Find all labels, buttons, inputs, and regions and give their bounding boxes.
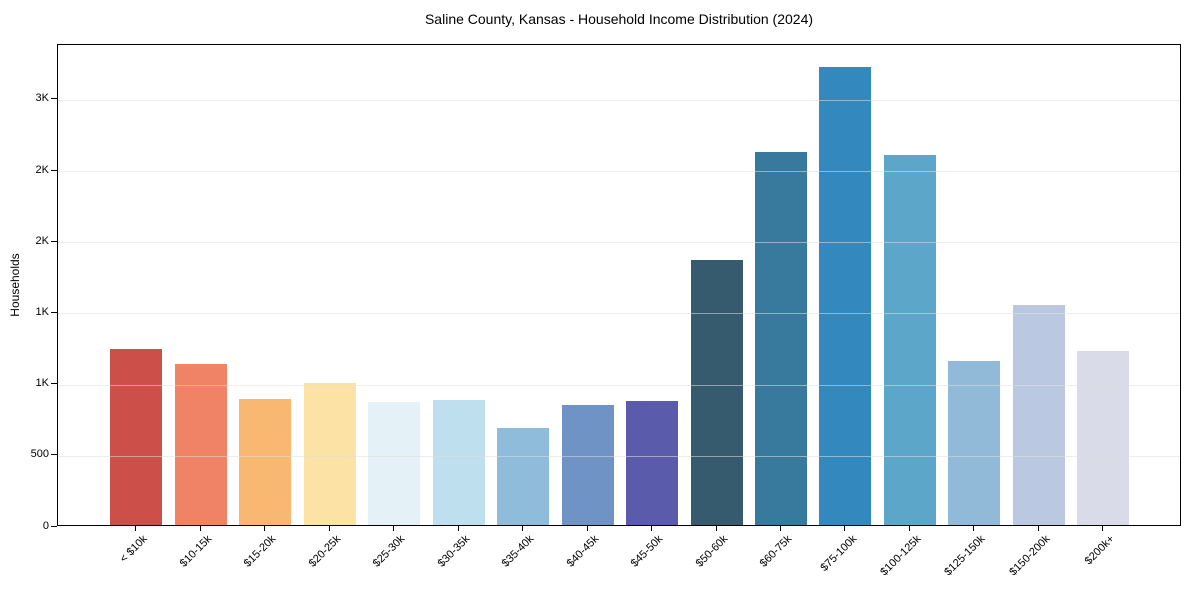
bar-$125-150k bbox=[948, 361, 1001, 525]
gridline-2500 bbox=[58, 171, 1180, 173]
bar-< $10k bbox=[110, 349, 163, 525]
y-tick-label-2500: 2K bbox=[35, 163, 49, 176]
bar-$150-200k bbox=[1012, 305, 1065, 525]
bar-$50-60k bbox=[690, 260, 743, 525]
x-tick-mark bbox=[264, 526, 266, 531]
y-tick-label-3000: 3K bbox=[35, 92, 49, 105]
bar-$15-20k bbox=[239, 398, 292, 525]
bar-$75-100k bbox=[819, 66, 872, 525]
y-tick-label-2000: 2K bbox=[35, 234, 49, 247]
x-tick-mark bbox=[844, 526, 846, 531]
x-tick-mark bbox=[328, 526, 330, 531]
gridline-3000 bbox=[58, 99, 1180, 101]
x-tick-mark bbox=[199, 526, 201, 531]
y-tick-mark bbox=[51, 454, 57, 456]
plot-area bbox=[57, 44, 1181, 526]
y-tick-label-0: 0 bbox=[42, 519, 49, 532]
y-tick-mark bbox=[51, 98, 57, 100]
bar-$35-40k bbox=[497, 428, 550, 525]
x-tick-mark bbox=[457, 526, 459, 531]
y-tick-mark bbox=[51, 240, 57, 242]
gridline-1500 bbox=[58, 313, 1180, 315]
x-tick-mark bbox=[1037, 526, 1039, 531]
y-tick-mark bbox=[51, 383, 57, 385]
bar-$20-25k bbox=[303, 382, 356, 525]
x-tick-mark bbox=[715, 526, 717, 531]
bar-$25-30k bbox=[368, 401, 421, 525]
y-tick-mark bbox=[51, 169, 57, 171]
x-tick-mark bbox=[1102, 526, 1104, 531]
y-tick-mark bbox=[51, 311, 57, 313]
x-tick-mark bbox=[522, 526, 524, 531]
y-tick-label-1500: 1K bbox=[35, 305, 49, 318]
gridline-2000 bbox=[58, 242, 1180, 244]
x-tick-mark bbox=[973, 526, 975, 531]
y-tick-label-500: 500 bbox=[30, 448, 49, 461]
x-tick-mark bbox=[780, 526, 781, 531]
bar-$10-15k bbox=[174, 364, 227, 525]
bar-$200k+ bbox=[1077, 351, 1130, 525]
x-tick-mark bbox=[651, 526, 653, 531]
bar-$45-50k bbox=[626, 401, 679, 525]
y-tick-label-1000: 1K bbox=[35, 377, 49, 390]
x-tick-mark bbox=[586, 526, 588, 531]
chart-title: Saline County, Kansas - Household Income… bbox=[424, 11, 814, 27]
x-tick-mark bbox=[135, 526, 137, 531]
y-tick-mark bbox=[51, 525, 57, 527]
x-tick-mark bbox=[393, 526, 395, 531]
bar-$30-35k bbox=[432, 399, 485, 525]
bar-$40-45k bbox=[561, 404, 614, 525]
x-tick-mark bbox=[908, 526, 910, 531]
bar-$60-75k bbox=[755, 151, 807, 525]
bar-$100-125k bbox=[883, 154, 936, 525]
